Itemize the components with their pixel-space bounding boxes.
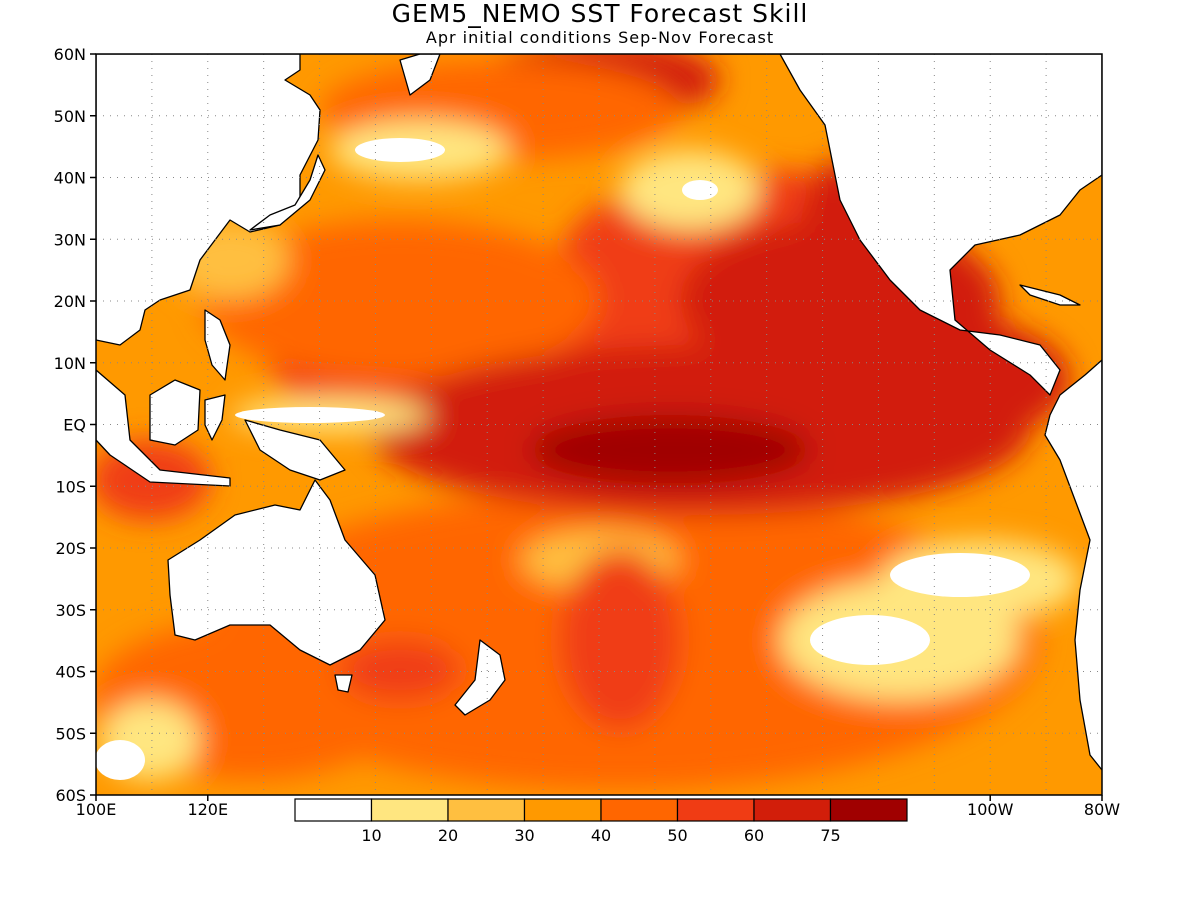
lat-tick-label: 50S <box>55 724 86 743</box>
new-guinea <box>244 419 346 481</box>
map-title: GEM5_NEMO SST Forecast Skill <box>391 0 809 28</box>
colorbar: 10 20 30 40 50 60 75 <box>294 797 908 845</box>
colorbar-swatch <box>370 798 449 822</box>
borneo <box>149 379 201 446</box>
colorbar-label: 60 <box>744 826 764 845</box>
colorbar-label: 75 <box>820 826 840 845</box>
japan <box>249 154 326 231</box>
low-skill-areas <box>96 138 1030 780</box>
lat-tick-label: 10S <box>55 477 86 496</box>
colorbar-swatch <box>676 798 755 822</box>
plot-area <box>96 54 1102 795</box>
lat-tick-label: EQ <box>63 416 86 435</box>
lat-tick-label: 10N <box>54 354 86 373</box>
map-subtitle: Apr initial conditions Sep-Nov Forecast <box>425 28 775 47</box>
south-america <box>1044 359 1102 771</box>
colorbar-label: 50 <box>667 826 687 845</box>
lat-tick-label: 20S <box>55 539 86 558</box>
lat-tick-label: 20N <box>54 292 86 311</box>
lon-tick-label: 120E <box>187 800 228 819</box>
sulawesi <box>204 394 226 441</box>
colorbar-swatch <box>600 798 679 822</box>
lat-tick-label: 50N <box>54 107 86 126</box>
lat-tick-label: 30N <box>54 230 86 249</box>
lon-tick-label: 80W <box>1084 800 1120 819</box>
sakhalin-kamchatka <box>399 54 441 96</box>
colorbar-swatch <box>753 798 832 822</box>
colorbar-label: 10 <box>361 826 381 845</box>
colorbar-label: 40 <box>591 826 611 845</box>
asia-land <box>96 54 321 346</box>
north-america <box>719 54 1102 396</box>
lat-tick-label: 60N <box>54 45 86 64</box>
land <box>96 54 1102 771</box>
colorbar-label: 20 <box>438 826 458 845</box>
cuba <box>1019 284 1081 306</box>
tasmania <box>334 674 353 693</box>
lat-tick-label: 60S <box>55 786 86 805</box>
colorbar-label: 30 <box>514 826 534 845</box>
lat-tick-label: 40N <box>54 169 86 188</box>
lat-axis: 60N 50N 40N 30N 20N 10N EQ 10S 20S 30S 40S 50S 60S <box>54 45 96 805</box>
philippines <box>204 309 231 381</box>
lon-tick-label: 100W <box>967 800 1014 819</box>
colorbar-swatch <box>447 798 526 822</box>
australia <box>167 479 386 666</box>
lon-tick-label: 100E <box>76 800 117 819</box>
lat-tick-label: 40S <box>55 663 86 682</box>
lon-axis: 100E 120E 100W 80W <box>76 795 1120 819</box>
colorbar-swatch <box>294 798 373 822</box>
lat-tick-label: 30S <box>55 601 86 620</box>
new-zealand <box>454 639 506 716</box>
colorbar-swatch <box>523 798 602 822</box>
colorbar-swatch <box>829 798 908 822</box>
sumatra-java <box>96 369 231 487</box>
